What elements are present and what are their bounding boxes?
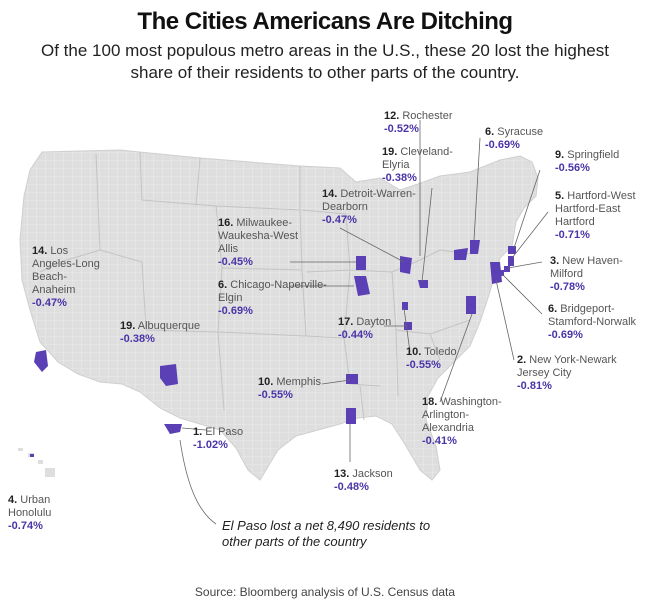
label-jackson: 13. Jackson -0.48% [334, 468, 393, 493]
metro-shape-chicago [354, 276, 370, 296]
metro-shape-hartford [508, 256, 514, 266]
hawaii-islands [18, 448, 55, 477]
label-new-york: 2. New York-Newark Jersey City -0.81% [517, 354, 617, 392]
metro-shape-milwaukee [356, 256, 366, 270]
label-milwaukee: 16. Milwaukee-Waukesha-West Allis -0.45% [218, 217, 299, 268]
label-rochester: 12. Rochester -0.52% [384, 110, 453, 135]
label-springfield: 9. Springfield -0.56% [555, 149, 620, 174]
metro-shape-washington [466, 296, 476, 314]
label-chicago: 6. Chicago-Naperville-Elgin -0.69% [218, 279, 327, 317]
metro-highlights [30, 240, 516, 457]
metro-shape-cleveland [418, 280, 428, 288]
label-new-haven: 3. New Haven-Milford -0.78% [550, 255, 623, 293]
metro-shape-syracuse [470, 240, 480, 254]
metro-shape-jackson [346, 408, 356, 424]
label-dayton: 17. Dayton -0.44% [338, 316, 392, 341]
map-subtitle: Of the 100 most populous metro areas in … [41, 41, 609, 82]
label-los-angeles: 14. Los Angeles-Long Beach-Anaheim -0.47… [32, 245, 100, 309]
us-landmass [19, 149, 539, 481]
label-washington: 18. Washington-Arlington-Alexandria -0.4… [422, 396, 502, 447]
label-syracuse: 6. Syracuse -0.69% [485, 126, 544, 151]
metro-shape-toledo [402, 302, 408, 310]
metro-shape-albuquerque [160, 364, 178, 386]
metro-shape-memphis [346, 374, 358, 384]
metro-shape-el-paso [164, 424, 182, 434]
label-toledo: 10. Toledo -0.55% [406, 346, 457, 371]
metro-shape-new-haven [504, 266, 510, 272]
metro-shape-los-angeles [34, 350, 48, 372]
label-el-paso: 1. El Paso -1.02% [193, 426, 244, 451]
metro-shape-honolulu [30, 454, 34, 457]
label-cleveland: 19. Cleveland-Elyria -0.38% [382, 146, 453, 184]
metro-shape-rochester [454, 248, 468, 260]
label-honolulu: 4. Urban Honolulu -0.74% [8, 494, 52, 532]
label-bridgeport: 6. Bridgeport-Stamford-Norwalk -0.69% [548, 303, 637, 341]
label-detroit: 14. Detroit-Warren-Dearborn -0.47% [322, 188, 416, 226]
map-title: The Cities Americans Are Ditching [137, 8, 513, 35]
label-albuquerque: 19. Albuquerque -0.38% [120, 320, 201, 345]
metro-shape-new-york [490, 262, 502, 284]
metro-shape-springfield [508, 246, 516, 254]
source-credit: Source: Bloomberg analysis of U.S. Censu… [194, 585, 456, 599]
metro-shape-detroit [400, 256, 412, 274]
label-hartford: 5. Hartford-West Hartford-East Hartford … [555, 190, 636, 241]
label-memphis: 10. Memphis -0.55% [258, 376, 321, 401]
el-paso-note: El Paso lost a net 8,490 residents to ot… [222, 518, 431, 549]
leader-lines [179, 120, 549, 525]
